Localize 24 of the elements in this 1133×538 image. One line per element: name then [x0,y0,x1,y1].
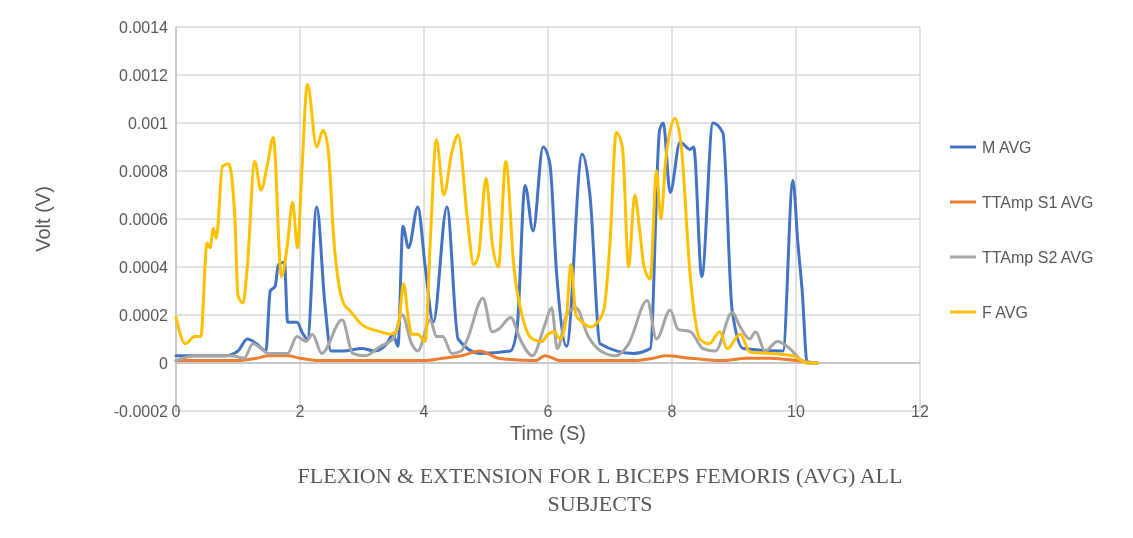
legend-label: F AVG [982,303,1028,321]
legend-label: TTAmp S1 AVG [982,193,1094,211]
legend-label: TTAmp S2 AVG [982,248,1094,266]
y-tick-label: 0.0002 [119,306,169,324]
line-series [174,296,817,365]
x-tick-label: 10 [787,403,805,420]
x-tick-label: 0 [171,403,181,420]
text: FLEXION & EXTENSION FOR L BICEPS FEMORIS (AVG) ALL SUBJECTS [296,462,904,518]
y-tick-label: 0.0004 [119,258,169,276]
y-axis-title: Volt (V) [32,186,54,252]
y-tick-label: 0.0012 [119,66,169,84]
y-tick-label: -0.0002 [113,402,169,420]
y-tick-label: 0.0006 [119,210,169,228]
x-tick-label: 4 [419,403,429,420]
y-tick-label: 0.0008 [119,162,169,180]
legend-label: M AVG [982,138,1032,156]
x-tick-label: 8 [667,403,677,420]
x-axis-title: Time (S) [510,422,586,444]
y-tick-label: 0.0014 [119,18,169,36]
x-tick-label: 12 [911,403,929,420]
x-tick-label: 2 [295,403,305,420]
y-tick-label: 0 [159,354,169,372]
x-tick-label: 6 [543,403,553,420]
y-tick-label: 0.001 [127,114,169,132]
